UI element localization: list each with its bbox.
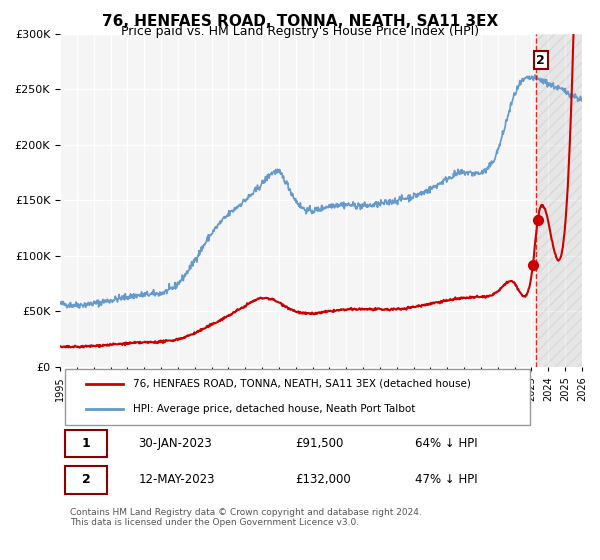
Text: 12-MAY-2023: 12-MAY-2023 bbox=[139, 473, 215, 487]
Text: 1: 1 bbox=[82, 437, 91, 450]
Text: £91,500: £91,500 bbox=[295, 437, 343, 450]
FancyBboxPatch shape bbox=[65, 466, 107, 494]
Text: HPI: Average price, detached house, Neath Port Talbot: HPI: Average price, detached house, Neat… bbox=[133, 404, 415, 414]
FancyBboxPatch shape bbox=[65, 430, 107, 458]
Text: £132,000: £132,000 bbox=[295, 473, 350, 487]
Text: 76, HENFAES ROAD, TONNA, NEATH, SA11 3EX: 76, HENFAES ROAD, TONNA, NEATH, SA11 3EX bbox=[102, 14, 498, 29]
Bar bbox=[536, 34, 582, 367]
Text: Price paid vs. HM Land Registry's House Price Index (HPI): Price paid vs. HM Land Registry's House … bbox=[121, 25, 479, 38]
Text: 2: 2 bbox=[82, 473, 91, 487]
FancyBboxPatch shape bbox=[65, 370, 530, 425]
Text: Contains HM Land Registry data © Crown copyright and database right 2024.
This d: Contains HM Land Registry data © Crown c… bbox=[70, 507, 422, 527]
Text: 64% ↓ HPI: 64% ↓ HPI bbox=[415, 437, 478, 450]
Text: 47% ↓ HPI: 47% ↓ HPI bbox=[415, 473, 478, 487]
Text: 30-JAN-2023: 30-JAN-2023 bbox=[139, 437, 212, 450]
Text: 76, HENFAES ROAD, TONNA, NEATH, SA11 3EX (detached house): 76, HENFAES ROAD, TONNA, NEATH, SA11 3EX… bbox=[133, 379, 471, 389]
Text: 2: 2 bbox=[536, 54, 545, 67]
